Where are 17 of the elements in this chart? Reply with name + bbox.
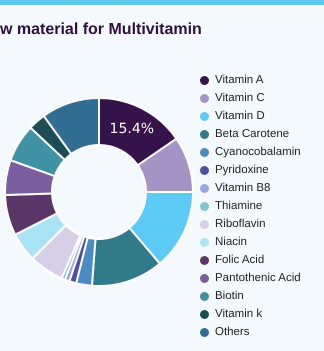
legend-label: Vitamin A (215, 74, 264, 86)
legend-label: Vitamin C (215, 92, 265, 104)
legend-label: Beta Carotene (215, 128, 290, 140)
legend-label: Folic Acid (215, 254, 264, 266)
legend-label: Vitamin k (215, 308, 262, 320)
legend-label: Thiamine (215, 200, 262, 212)
legend-label: Others (215, 326, 250, 338)
legend-label: Riboflavin (215, 218, 266, 230)
legend-label: Pyridoxine (215, 164, 269, 176)
legend-label: Pantothenic Acid (215, 272, 301, 284)
legend-label: Vitamin D (215, 110, 265, 122)
legend-label: Vitamin B8 (215, 182, 270, 194)
chart-title: w material for Multivitamin (0, 21, 202, 39)
legend-label: Biotin (215, 290, 244, 302)
data-label: 15.4% (110, 121, 154, 138)
legend-label: Niacin (215, 236, 247, 248)
legend-label: Cyanocobalamin (215, 146, 301, 158)
